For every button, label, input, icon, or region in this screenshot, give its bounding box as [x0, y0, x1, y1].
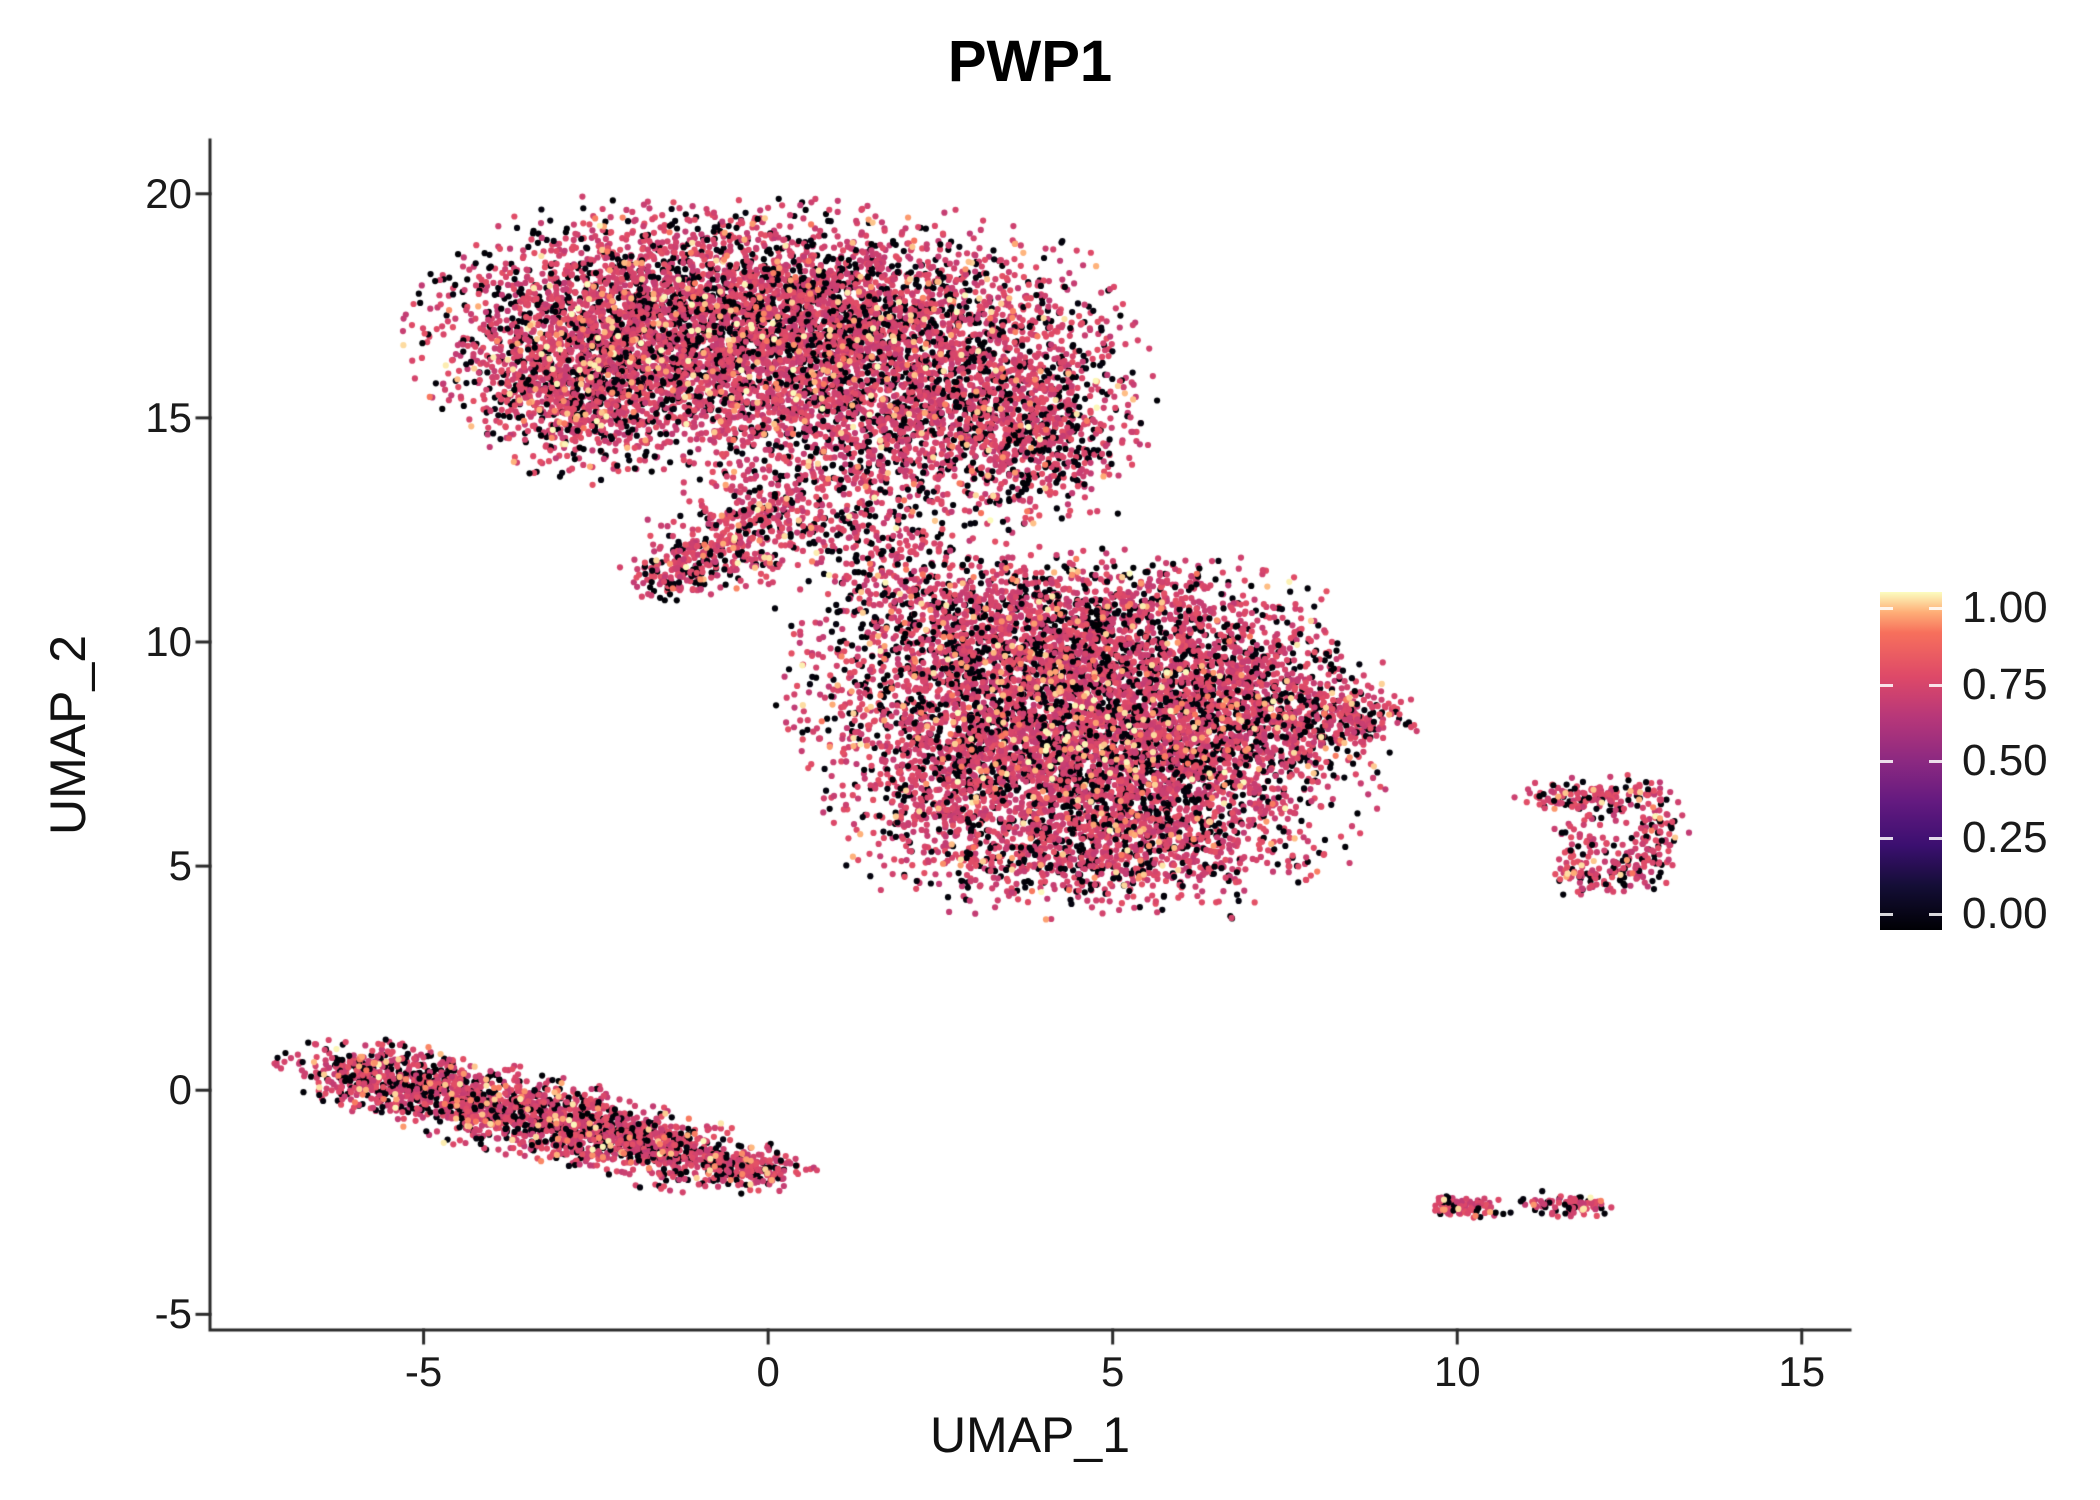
colorbar-tick-label: 0.00 — [1962, 889, 2048, 938]
colorbar-tick — [1929, 683, 1942, 687]
x-tick-label: 5 — [1101, 1348, 1125, 1395]
x-tick-label: 10 — [1433, 1348, 1481, 1395]
y-tick-label: 5 — [168, 842, 192, 890]
plot-title: PWP1 — [947, 29, 1113, 94]
x-tick-label: 15 — [1778, 1348, 1826, 1395]
x-tick-label: 0 — [756, 1348, 780, 1395]
colorbar-tick-label: 0.25 — [1962, 812, 2048, 862]
colorbar-tick — [1880, 607, 1893, 610]
colorbar-tick-label: 0.75 — [1962, 659, 2048, 709]
x-axis-label: UMAP_1 — [929, 1407, 1131, 1463]
y-axis-label: UMAP_2 — [40, 634, 96, 836]
y-tick-label: 20 — [145, 169, 192, 217]
y-tick-label: -5 — [154, 1290, 192, 1338]
y-tick-label: 0 — [168, 1066, 192, 1114]
y-tick-label: 15 — [145, 393, 192, 441]
colorbar-tick-label: 1.00 — [1962, 583, 2048, 632]
colorbar-tick — [1929, 760, 1942, 763]
colorbar-tick — [1880, 836, 1893, 840]
colorbar-tick-label: 0.50 — [1962, 736, 2048, 785]
colorbar-tick — [1880, 760, 1893, 763]
colorbar-tick — [1929, 913, 1942, 916]
colorbar-tick — [1929, 607, 1942, 610]
colorbar-tick — [1880, 683, 1893, 687]
y-tick-label: 10 — [145, 617, 192, 665]
colorbar-tick — [1929, 836, 1942, 840]
colorbar-tick — [1880, 913, 1893, 916]
x-tick-label: -5 — [404, 1348, 443, 1395]
